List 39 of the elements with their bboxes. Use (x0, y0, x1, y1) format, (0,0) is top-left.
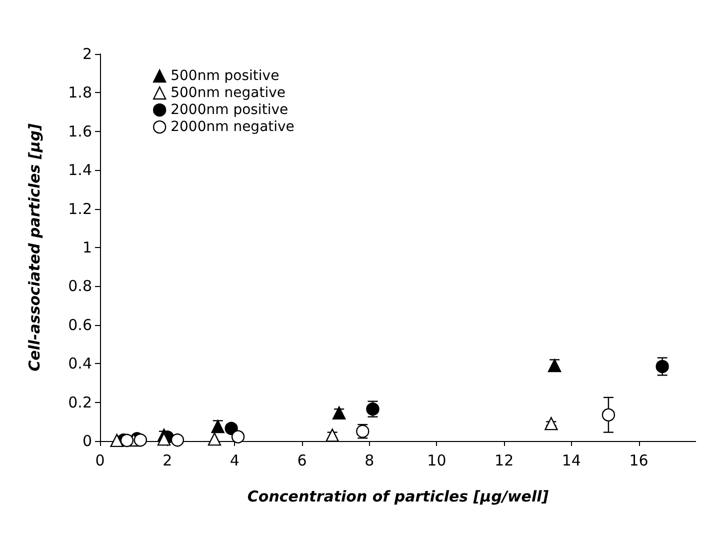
point (224, 422, 238, 436)
legend-label: 500nm positive (170, 68, 280, 84)
point (120, 434, 134, 448)
y-tick-label: 0.2 (68, 393, 92, 412)
y-tick-label: 0.4 (68, 354, 92, 373)
point (332, 406, 346, 420)
y-tick-label: 1.2 (68, 200, 92, 218)
legend-label: 2000nm negative (170, 119, 294, 135)
y-tick-label: 0.6 (68, 316, 92, 334)
point (602, 408, 616, 422)
y-tick-label: 1.6 (68, 122, 92, 140)
point (548, 358, 562, 372)
y-tick-label: 0.8 (68, 277, 92, 296)
point (326, 428, 339, 442)
y-axis-title: Cell-associated particles [µg] (26, 123, 44, 372)
legend-label: 500nm negative (170, 85, 286, 101)
x-tick-label: 12 (494, 452, 514, 470)
y-tick-label: 2 (82, 45, 92, 63)
x-tick-label: 8 (364, 452, 374, 470)
x-axis-title: Concentration of particles [µg/well] (247, 488, 549, 506)
point (656, 360, 669, 374)
y-tick-label: 1 (82, 238, 92, 256)
x-tick-label: 10 (427, 452, 446, 470)
point (170, 433, 184, 447)
y-tick-label: 1.4 (68, 161, 92, 180)
x-tick-label: 6 (297, 452, 307, 470)
x-tick-label: 14 (562, 452, 581, 470)
point (211, 420, 224, 434)
point (544, 416, 558, 430)
x-tick-label: 2 (162, 452, 172, 470)
y-tick-label: 0 (82, 432, 92, 450)
x-tick-label: 16 (629, 452, 648, 470)
legend-label: 2000nm positive (170, 102, 288, 118)
point (208, 432, 222, 446)
point (134, 433, 148, 447)
y-tick-label: 1.8 (68, 84, 92, 102)
x-tick-label: 4 (230, 452, 240, 470)
point (110, 434, 124, 448)
x-tick-label: 0 (95, 452, 105, 470)
